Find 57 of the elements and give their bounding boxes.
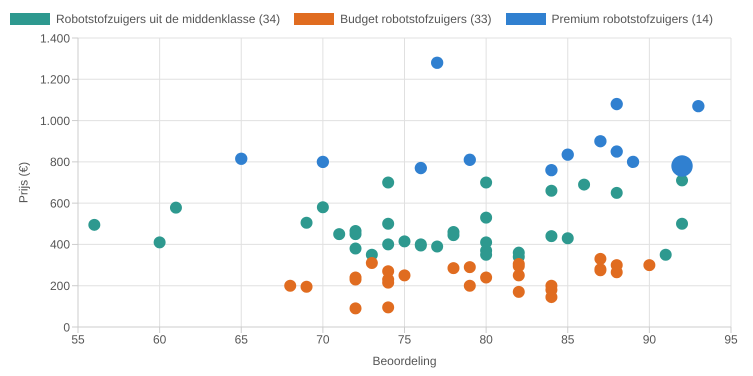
point bbox=[170, 202, 182, 214]
point bbox=[512, 269, 525, 282]
point bbox=[154, 236, 166, 248]
point bbox=[464, 261, 476, 274]
point bbox=[545, 230, 558, 242]
point bbox=[382, 218, 394, 230]
point bbox=[660, 248, 672, 261]
point bbox=[398, 235, 410, 248]
point bbox=[480, 176, 492, 188]
x-axis-title: Beoordeling bbox=[372, 354, 437, 368]
point bbox=[562, 232, 574, 244]
x-tick-label: 75 bbox=[398, 332, 412, 347]
point bbox=[398, 269, 410, 282]
point bbox=[610, 186, 623, 199]
y-tick-label: 400 bbox=[50, 238, 70, 252]
y-axis-title: Prijs (€) bbox=[16, 162, 30, 204]
y-tick-label: 1.000 bbox=[40, 114, 70, 128]
x-tick-label: 90 bbox=[642, 332, 656, 347]
point bbox=[333, 228, 346, 240]
point bbox=[366, 257, 378, 269]
point bbox=[676, 218, 688, 230]
y-tick-label: 0 bbox=[63, 320, 70, 334]
point bbox=[578, 178, 590, 191]
y-tick-label: 200 bbox=[50, 278, 70, 293]
point bbox=[300, 280, 313, 293]
point bbox=[545, 184, 558, 197]
point bbox=[447, 262, 460, 274]
point bbox=[464, 280, 476, 292]
point bbox=[594, 252, 606, 265]
point bbox=[512, 286, 525, 298]
x-tick-label: 60 bbox=[152, 332, 167, 347]
y-tick-label: 600 bbox=[50, 196, 70, 210]
point bbox=[300, 216, 313, 229]
point bbox=[316, 201, 329, 214]
x-tick-label: 95 bbox=[724, 332, 738, 347]
point bbox=[480, 271, 492, 284]
legend-label: Premium robotstofzuigers (14) bbox=[552, 12, 713, 26]
point bbox=[431, 240, 444, 252]
point bbox=[350, 302, 362, 314]
point bbox=[643, 259, 656, 272]
legend-label: Robotstofzuigers uit de middenklasse (34) bbox=[56, 12, 280, 26]
x-tick-label: 55 bbox=[71, 332, 85, 347]
point bbox=[382, 238, 394, 250]
x-tick-label: 70 bbox=[316, 332, 330, 347]
x-tick-label: 65 bbox=[234, 332, 248, 347]
point bbox=[382, 301, 394, 314]
x-tick-label: 80 bbox=[479, 332, 494, 347]
y-tick-label: 1.400 bbox=[40, 31, 70, 46]
legend-label: Budget robotstofzuigers (33) bbox=[340, 12, 492, 26]
point bbox=[382, 176, 394, 188]
point bbox=[88, 218, 100, 231]
point bbox=[480, 212, 492, 224]
x-tick-label: 85 bbox=[561, 332, 575, 347]
y-tick-label: 1.200 bbox=[40, 72, 70, 87]
point bbox=[350, 242, 362, 255]
y-tick-label: 800 bbox=[50, 155, 70, 170]
point bbox=[284, 280, 296, 292]
